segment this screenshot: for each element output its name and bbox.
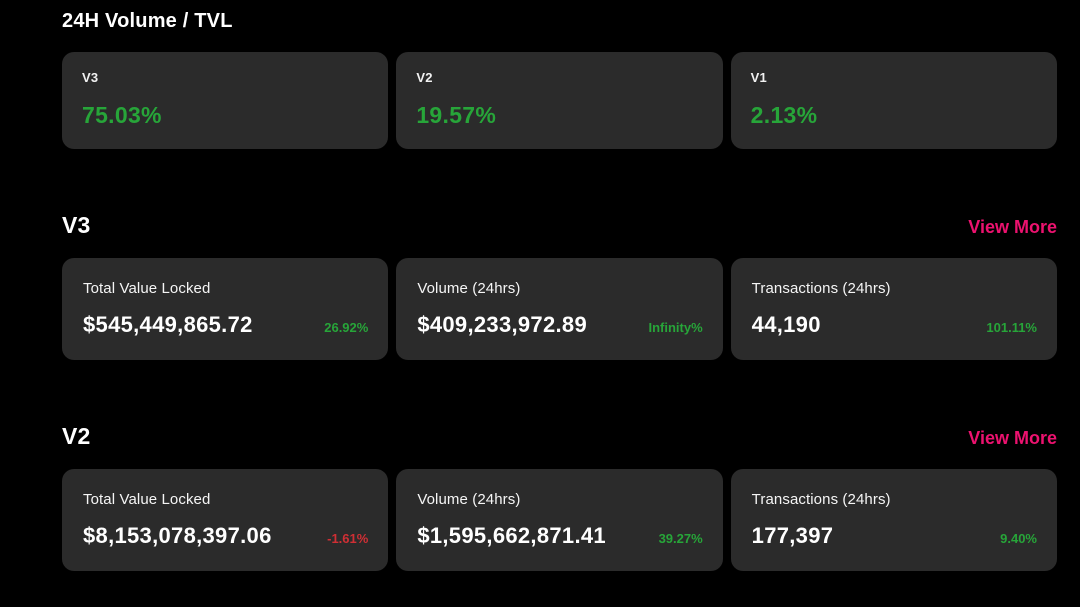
section-v3: V3 View More Total Value Locked $545,449… bbox=[62, 212, 1057, 360]
overview-card-label: V2 bbox=[416, 70, 433, 85]
section-header-v2: V2 View More bbox=[62, 423, 1057, 450]
view-more-link-v3[interactable]: View More bbox=[968, 217, 1057, 237]
overview-card-label: V3 bbox=[82, 70, 99, 85]
stat-value-row: $409,233,972.89 Infinity% bbox=[417, 312, 702, 338]
overview-card-v3: V3 75.03% bbox=[62, 52, 389, 149]
overview-card-v1: V1 2.13% bbox=[730, 52, 1057, 149]
section-title-v3: V3 bbox=[62, 212, 91, 238]
stat-card-transactions-v3: Transactions (24hrs) 44,190 101.11% bbox=[730, 258, 1057, 360]
stat-card-transactions-v2: Transactions (24hrs) 177,397 9.40% bbox=[730, 469, 1057, 571]
overview-card-value: 75.03% bbox=[82, 102, 162, 128]
stat-change-badge: -1.61% bbox=[327, 531, 369, 546]
overview-card-value: 2.13% bbox=[750, 102, 818, 128]
stat-label: Transactions (24hrs) bbox=[751, 491, 891, 508]
stat-value-row: $1,595,662,871.41 39.27% bbox=[417, 523, 702, 549]
stat-label: Transactions (24hrs) bbox=[751, 280, 891, 297]
stat-card-tvl-v3: Total Value Locked $545,449,865.72 26.92… bbox=[62, 258, 389, 360]
stat-card-volume-v2: Volume (24hrs) $1,595,662,871.41 39.27% bbox=[396, 469, 723, 571]
stat-label: Volume (24hrs) bbox=[417, 280, 521, 297]
stat-change-badge: Infinity% bbox=[648, 320, 703, 335]
stat-value: $1,595,662,871.41 bbox=[417, 523, 606, 548]
stats-card-row-v3: Total Value Locked $545,449,865.72 26.92… bbox=[62, 258, 1057, 360]
overview-card-label: V1 bbox=[750, 70, 767, 85]
overview-card-v2: V2 19.57% bbox=[396, 52, 723, 149]
stat-change-badge: 101.11% bbox=[986, 320, 1037, 335]
stats-card-row-v2: Total Value Locked $8,153,078,397.06 -1.… bbox=[62, 469, 1057, 571]
stat-value: $409,233,972.89 bbox=[417, 312, 587, 337]
section-v2: V2 View More Total Value Locked $8,153,0… bbox=[62, 423, 1057, 571]
stat-label: Total Value Locked bbox=[83, 280, 211, 297]
section-header-v3: V3 View More bbox=[62, 212, 1057, 239]
stat-change-badge: 9.40% bbox=[1000, 531, 1037, 546]
section-title-v2: V2 bbox=[62, 423, 91, 449]
stat-label: Total Value Locked bbox=[83, 491, 211, 508]
stat-value: $8,153,078,397.06 bbox=[83, 523, 272, 548]
overview-card-value: 19.57% bbox=[416, 102, 497, 128]
view-more-link-v2[interactable]: View More bbox=[968, 428, 1057, 448]
page-title: 24H Volume / TVL bbox=[62, 10, 233, 32]
stat-value-row: 177,397 9.40% bbox=[752, 523, 1037, 549]
stat-card-tvl-v2: Total Value Locked $8,153,078,397.06 -1.… bbox=[62, 469, 389, 571]
stat-change-badge: 39.27% bbox=[658, 531, 703, 546]
stat-change-badge: 26.92% bbox=[324, 320, 369, 335]
stat-value-row: $545,449,865.72 26.92% bbox=[83, 312, 368, 338]
stat-label: Volume (24hrs) bbox=[417, 491, 521, 508]
stat-value: 44,190 bbox=[751, 312, 821, 337]
stat-card-volume-v3: Volume (24hrs) $409,233,972.89 Infinity% bbox=[396, 258, 723, 360]
volume-tvl-card-row: V3 75.03% V2 19.57% V1 2.13% bbox=[62, 52, 1057, 149]
stat-value-row: $8,153,078,397.06 -1.61% bbox=[83, 523, 368, 549]
stat-value-row: 44,190 101.11% bbox=[752, 312, 1037, 338]
stat-value: 177,397 bbox=[751, 523, 834, 548]
stat-value: $545,449,865.72 bbox=[83, 312, 253, 337]
